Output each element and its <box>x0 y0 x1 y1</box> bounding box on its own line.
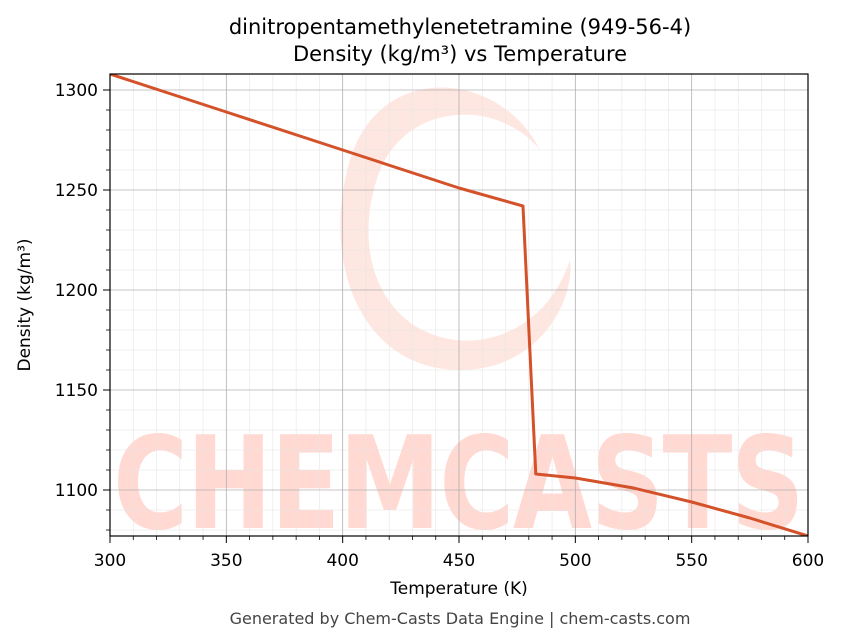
y-tick-label: 1200 <box>55 281 98 301</box>
y-tick-label: 1250 <box>55 181 98 201</box>
y-tick-label: 1150 <box>55 381 98 401</box>
x-tick-label: 550 <box>675 551 707 571</box>
watermark: CHEMCASTS <box>113 87 805 559</box>
y-axis: 1100 1150 1200 1250 1300 <box>55 81 110 531</box>
x-tick-label: 400 <box>326 551 358 571</box>
chart-title: dinitropentamethylenetetramine (949-56-4… <box>229 15 691 39</box>
x-tick-label: 500 <box>559 551 591 571</box>
x-tick-label: 300 <box>94 551 126 571</box>
density-series-line <box>110 74 808 536</box>
chart-subtitle: Density (kg/m³) vs Temperature <box>293 42 627 66</box>
y-tick-label: 1100 <box>55 481 98 501</box>
major-grid <box>109 74 809 536</box>
series-layer <box>110 74 808 536</box>
x-tick-label: 350 <box>210 551 242 571</box>
y-axis-label: Density (kg/m³) <box>15 238 35 371</box>
watermark-text: CHEMCASTS <box>113 410 803 559</box>
footer-credit: Generated by Chem-Casts Data Engine | ch… <box>230 609 691 628</box>
x-tick-label: 450 <box>443 551 475 571</box>
x-tick-label: 600 <box>792 551 824 571</box>
y-tick-label: 1300 <box>55 81 98 101</box>
x-axis-label: Temperature (K) <box>389 579 528 599</box>
x-axis: 300 350 400 450 500 550 600 <box>94 536 824 571</box>
